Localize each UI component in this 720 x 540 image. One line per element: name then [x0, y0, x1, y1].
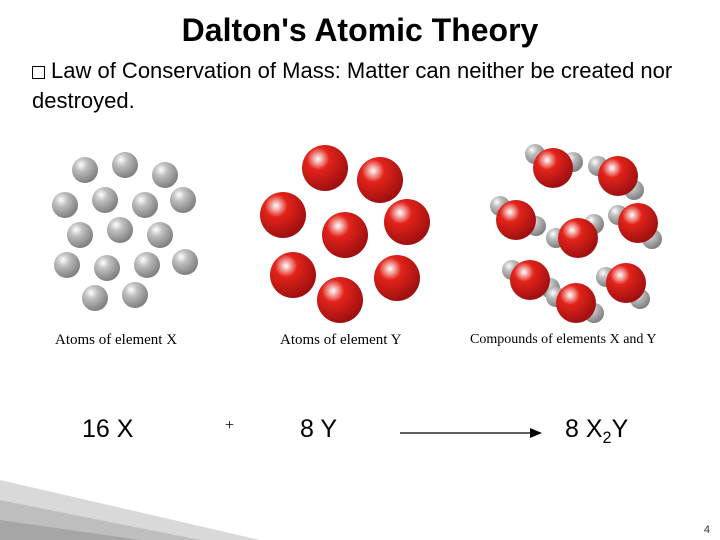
eq-16x: 16 X: [82, 415, 133, 444]
reaction-arrow-icon: [400, 425, 544, 445]
eq-8y: 8 Y: [300, 415, 337, 444]
law-rest: of Conservation of Mass: Matter can neit…: [32, 58, 672, 113]
eq-plus: +: [225, 417, 234, 435]
caption-xy: Compounds of elements X and Y: [470, 332, 657, 348]
page-number: 4: [704, 524, 710, 536]
eq-8x2y: 8 X2Y: [565, 415, 628, 448]
caption-y: Atoms of element Y: [280, 332, 402, 349]
bullet-square-icon: [32, 66, 45, 79]
slide-title: Dalton's Atomic Theory: [0, 0, 720, 49]
law-text: Law of Conservation of Mass: Matter can …: [32, 56, 692, 115]
law-prefix: Law: [51, 58, 91, 83]
caption-x: Atoms of element X: [55, 332, 177, 349]
corner-accent: [0, 460, 280, 540]
